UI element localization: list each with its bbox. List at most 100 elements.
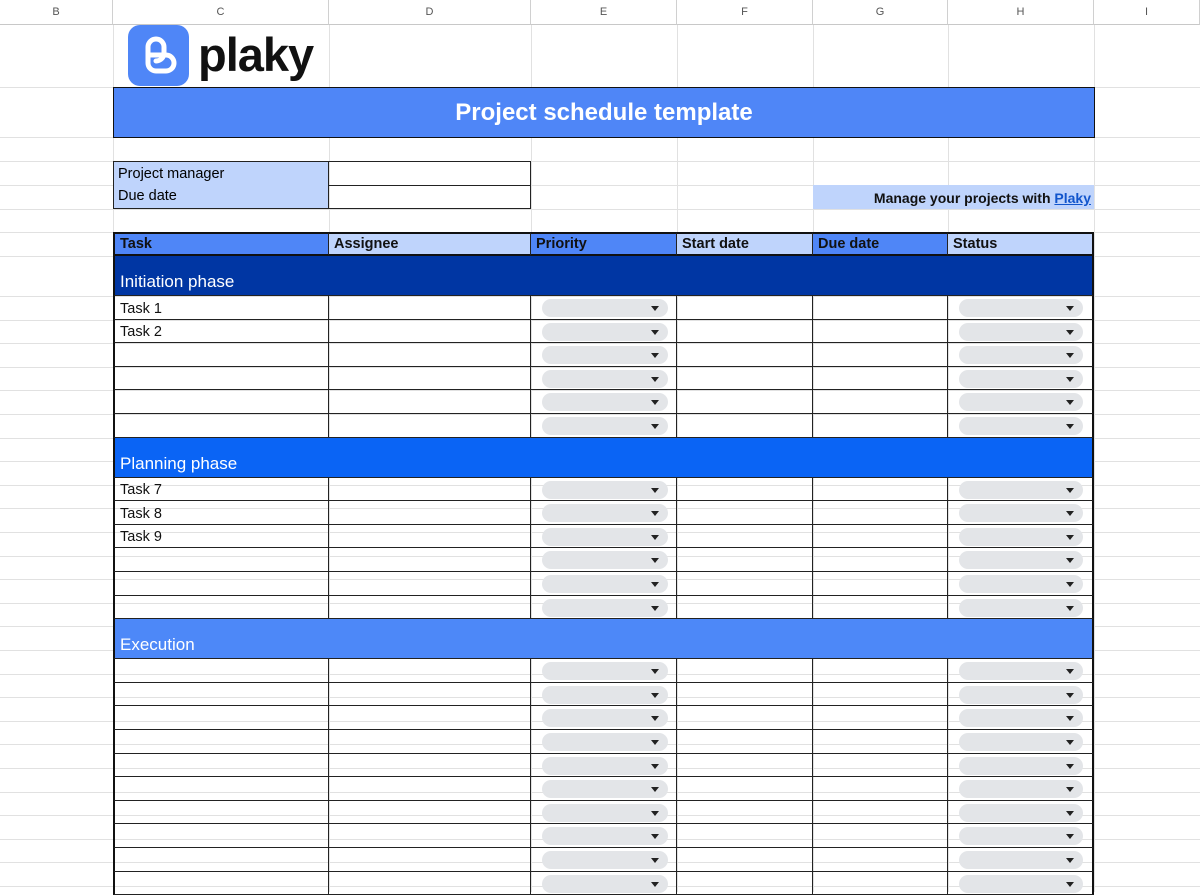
due-date-cell[interactable]: [813, 595, 948, 620]
priority-dropdown[interactable]: [542, 504, 668, 523]
status-dropdown[interactable]: [959, 803, 1083, 822]
column-header-F[interactable]: F: [677, 0, 813, 25]
start-date-cell[interactable]: [677, 477, 813, 502]
priority-dropdown[interactable]: [542, 827, 668, 846]
due-date-cell[interactable]: [813, 296, 948, 320]
priority-dropdown[interactable]: [542, 780, 668, 799]
task-cell[interactable]: [113, 753, 329, 778]
assignee-cell[interactable]: [329, 777, 531, 801]
status-cell[interactable]: [948, 548, 1094, 572]
priority-cell[interactable]: [531, 390, 677, 414]
assignee-cell[interactable]: [329, 800, 531, 825]
due-date-cell[interactable]: [813, 871, 948, 895]
status-cell[interactable]: [948, 800, 1094, 825]
status-dropdown[interactable]: [959, 598, 1083, 617]
due-date-cell[interactable]: [813, 477, 948, 502]
task-cell[interactable]: Task 7: [113, 477, 329, 502]
assignee-cell[interactable]: [329, 296, 531, 320]
status-cell[interactable]: [948, 682, 1094, 707]
priority-cell[interactable]: [531, 296, 677, 320]
assignee-cell[interactable]: [329, 871, 531, 895]
status-dropdown[interactable]: [959, 780, 1083, 799]
assignee-cell[interactable]: [329, 319, 531, 344]
task-cell[interactable]: [113, 366, 329, 391]
column-header-I[interactable]: I: [1094, 0, 1200, 25]
assignee-cell[interactable]: [329, 548, 531, 572]
status-cell[interactable]: [948, 319, 1094, 344]
start-date-cell[interactable]: [677, 366, 813, 391]
start-date-cell[interactable]: [677, 706, 813, 730]
due-date-cell[interactable]: [813, 414, 948, 438]
task-cell[interactable]: Task 1: [113, 296, 329, 320]
assignee-cell[interactable]: [329, 477, 531, 502]
due-date-cell[interactable]: [813, 800, 948, 825]
status-dropdown[interactable]: [959, 527, 1083, 546]
due-date-cell[interactable]: [813, 548, 948, 572]
due-date-cell[interactable]: [813, 824, 948, 848]
start-date-cell[interactable]: [677, 871, 813, 895]
assignee-cell[interactable]: [329, 366, 531, 391]
status-dropdown[interactable]: [959, 393, 1083, 412]
status-dropdown[interactable]: [959, 417, 1083, 435]
assignee-cell[interactable]: [329, 659, 531, 683]
status-cell[interactable]: [948, 414, 1094, 438]
priority-cell[interactable]: [531, 572, 677, 596]
status-dropdown[interactable]: [959, 709, 1083, 728]
assignee-cell[interactable]: [329, 848, 531, 872]
assignee-cell[interactable]: [329, 753, 531, 778]
task-cell[interactable]: [113, 343, 329, 367]
status-dropdown[interactable]: [959, 575, 1083, 593]
start-date-cell[interactable]: [677, 414, 813, 438]
start-date-cell[interactable]: [677, 501, 813, 525]
status-dropdown[interactable]: [959, 827, 1083, 846]
status-cell[interactable]: [948, 366, 1094, 391]
assignee-cell[interactable]: [329, 572, 531, 596]
task-cell[interactable]: Task 9: [113, 524, 329, 549]
priority-cell[interactable]: [531, 777, 677, 801]
priority-cell[interactable]: [531, 548, 677, 572]
column-header-G[interactable]: G: [813, 0, 948, 25]
priority-dropdown[interactable]: [542, 551, 668, 570]
status-dropdown[interactable]: [959, 662, 1083, 681]
status-cell[interactable]: [948, 572, 1094, 596]
task-cell[interactable]: Task 2: [113, 319, 329, 344]
priority-dropdown[interactable]: [542, 803, 668, 822]
task-cell[interactable]: [113, 390, 329, 414]
priority-dropdown[interactable]: [542, 874, 668, 893]
start-date-cell[interactable]: [677, 800, 813, 825]
assignee-cell[interactable]: [329, 595, 531, 620]
priority-dropdown[interactable]: [542, 322, 668, 341]
priority-dropdown[interactable]: [542, 527, 668, 546]
priority-dropdown[interactable]: [542, 346, 668, 365]
status-cell[interactable]: [948, 595, 1094, 620]
due-date-cell[interactable]: [813, 753, 948, 778]
status-cell[interactable]: [948, 477, 1094, 502]
priority-dropdown[interactable]: [542, 369, 668, 388]
start-date-cell[interactable]: [677, 548, 813, 572]
priority-cell[interactable]: [531, 414, 677, 438]
task-cell[interactable]: [113, 800, 329, 825]
task-cell[interactable]: [113, 682, 329, 707]
column-header-D[interactable]: D: [329, 0, 531, 25]
task-cell[interactable]: Task 8: [113, 501, 329, 525]
priority-cell[interactable]: [531, 706, 677, 730]
task-cell[interactable]: [113, 777, 329, 801]
status-dropdown[interactable]: [959, 874, 1083, 893]
status-cell[interactable]: [948, 390, 1094, 414]
status-cell[interactable]: [948, 501, 1094, 525]
priority-dropdown[interactable]: [542, 417, 668, 435]
due-date-cell[interactable]: [813, 390, 948, 414]
status-dropdown[interactable]: [959, 851, 1083, 869]
status-dropdown[interactable]: [959, 551, 1083, 570]
priority-dropdown[interactable]: [542, 480, 668, 499]
status-dropdown[interactable]: [959, 733, 1083, 751]
task-cell[interactable]: [113, 548, 329, 572]
priority-cell[interactable]: [531, 682, 677, 707]
project-manager-input[interactable]: [328, 161, 531, 186]
priority-cell[interactable]: [531, 501, 677, 525]
task-cell[interactable]: [113, 414, 329, 438]
task-cell[interactable]: [113, 848, 329, 872]
column-header-H[interactable]: H: [948, 0, 1094, 25]
task-cell[interactable]: [113, 595, 329, 620]
priority-cell[interactable]: [531, 659, 677, 683]
